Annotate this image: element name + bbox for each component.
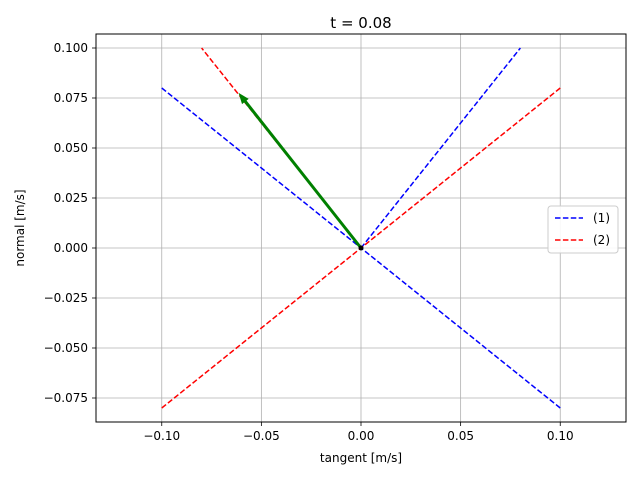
- velocity-arrow-head: [238, 92, 249, 105]
- legend: (1) (2): [547, 205, 619, 254]
- x-tick-label: 0.00: [348, 429, 375, 443]
- y-tick-label: 0.075: [54, 91, 88, 105]
- y-tick-label: 0.100: [54, 41, 88, 55]
- x-tick-label: −0.10: [143, 429, 180, 443]
- x-ticks: −0.10 −0.05 0.00 0.05 0.10: [143, 422, 574, 443]
- velocity-arrow-shaft: [243, 100, 363, 249]
- y-tick-label: 0.000: [54, 241, 88, 255]
- legend-label-1: (1): [593, 211, 610, 225]
- y-tick-label: 0.025: [54, 191, 88, 205]
- grid: [96, 34, 626, 422]
- series-1-line: [360, 47, 521, 249]
- y-ticks: −0.075 −0.050 −0.025 0.000 0.025 0.050 0.075 0.…: [44, 41, 96, 405]
- plot-lines: [161, 47, 561, 409]
- y-axis-label: normal [m/s]: [13, 189, 27, 266]
- chart-title: t = 0.08: [330, 14, 391, 32]
- origin-marker: [358, 245, 364, 251]
- x-tick-label: −0.05: [243, 429, 280, 443]
- x-tick-label: 0.05: [447, 429, 474, 443]
- legend-label-2: (2): [593, 233, 610, 247]
- y-tick-label: −0.050: [44, 341, 88, 355]
- x-axis-label: tangent [m/s]: [320, 451, 402, 465]
- y-tick-label: −0.025: [44, 291, 88, 305]
- y-tick-label: −0.075: [44, 391, 88, 405]
- y-tick-label: 0.050: [54, 141, 88, 155]
- x-tick-label: 0.10: [547, 429, 574, 443]
